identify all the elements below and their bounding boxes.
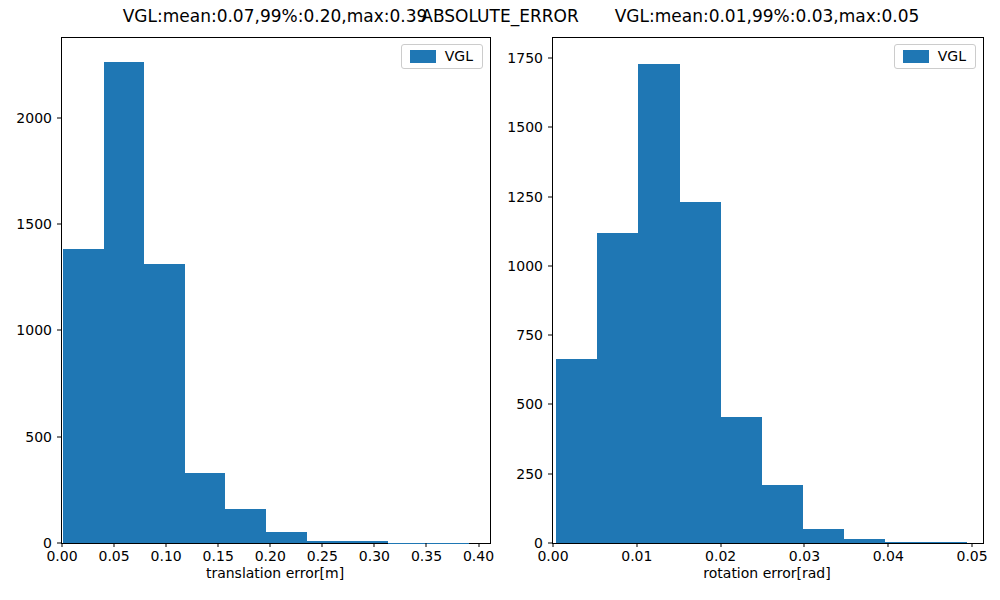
histogram-bar bbox=[63, 249, 104, 543]
figure-canvas: { "figure": { "suptitle": "ABSOLUTE_ERRO… bbox=[0, 0, 1000, 600]
histogram-bar bbox=[307, 541, 348, 543]
histogram-bar bbox=[266, 532, 307, 543]
x-tick-mark bbox=[478, 543, 479, 547]
x-tick-mark bbox=[270, 543, 271, 547]
y-tick-label: 1000 bbox=[2, 323, 52, 338]
legend: VGL bbox=[401, 44, 483, 69]
right-chart-title: VGL:mean:0.01,99%:0.03,max:0.05 bbox=[552, 6, 982, 28]
histogram-bar bbox=[638, 64, 679, 544]
y-tick-mark bbox=[548, 57, 552, 58]
x-tick-label: 0.05 bbox=[957, 549, 988, 564]
x-tick-label: 0.04 bbox=[873, 549, 904, 564]
histogram-bar bbox=[926, 542, 967, 543]
x-tick-mark bbox=[62, 543, 63, 547]
y-tick-mark bbox=[57, 330, 61, 331]
x-tick-label: 0.25 bbox=[307, 549, 338, 564]
y-tick-label: 500 bbox=[2, 429, 52, 444]
histogram-bar bbox=[104, 62, 145, 543]
y-tick-mark bbox=[548, 335, 552, 336]
x-tick-mark bbox=[374, 543, 375, 547]
x-tick-label: 0.01 bbox=[621, 549, 652, 564]
x-tick-label: 0.20 bbox=[255, 549, 286, 564]
x-tick-mark bbox=[166, 543, 167, 547]
y-tick-label: 1000 bbox=[493, 258, 543, 273]
x-tick-label: 0.15 bbox=[203, 549, 234, 564]
histogram-bar bbox=[762, 485, 803, 543]
y-tick-mark bbox=[57, 543, 61, 544]
x-tick-label: 0.30 bbox=[359, 549, 390, 564]
x-tick-label: 0.35 bbox=[411, 549, 442, 564]
y-tick-mark bbox=[57, 117, 61, 118]
x-tick-mark bbox=[888, 543, 889, 547]
y-tick-label: 250 bbox=[493, 466, 543, 481]
x-tick-label: 0.10 bbox=[151, 549, 182, 564]
x-tick-mark bbox=[804, 543, 805, 547]
x-tick-mark bbox=[218, 543, 219, 547]
legend-label: VGL bbox=[938, 49, 966, 64]
histogram-bar bbox=[556, 359, 597, 543]
y-tick-mark bbox=[548, 543, 552, 544]
x-tick-label: 0.40 bbox=[463, 549, 494, 564]
x-tick-mark bbox=[972, 543, 973, 547]
histogram-bar bbox=[844, 539, 885, 543]
histogram-bar bbox=[885, 542, 926, 543]
y-tick-mark bbox=[57, 436, 61, 437]
y-tick-label: 1500 bbox=[493, 120, 543, 135]
x-tick-mark bbox=[553, 543, 554, 547]
histogram-bar bbox=[803, 529, 844, 543]
x-tick-mark bbox=[720, 543, 721, 547]
y-tick-mark bbox=[548, 473, 552, 474]
histogram-bar bbox=[225, 509, 266, 543]
x-tick-mark bbox=[114, 543, 115, 547]
histogram-bar bbox=[347, 541, 388, 543]
legend-color-swatch bbox=[903, 50, 929, 63]
left-chart-title: VGL:mean:0.07,99%:0.20,max:0.39 bbox=[61, 6, 489, 28]
x-tick-label: 0.02 bbox=[705, 549, 736, 564]
x-tick-label: 0.00 bbox=[537, 549, 568, 564]
histogram-bar bbox=[185, 473, 226, 543]
y-tick-mark bbox=[548, 196, 552, 197]
histogram-bar bbox=[144, 264, 185, 543]
right-x-axis-label: rotation error[rad] bbox=[552, 565, 982, 583]
y-tick-mark bbox=[57, 224, 61, 225]
y-tick-mark bbox=[548, 265, 552, 266]
histogram-bar bbox=[680, 202, 721, 543]
x-tick-label: 0.05 bbox=[98, 549, 129, 564]
y-tick-label: 1500 bbox=[2, 217, 52, 232]
y-tick-label: 0 bbox=[493, 536, 543, 551]
left-histogram-plot-area: VGL 0.000.050.100.150.200.250.300.350.40… bbox=[61, 37, 491, 544]
legend-label: VGL bbox=[445, 49, 473, 64]
y-tick-label: 2000 bbox=[2, 110, 52, 125]
histogram-bar bbox=[721, 417, 762, 543]
y-tick-label: 1250 bbox=[493, 189, 543, 204]
x-tick-mark bbox=[636, 543, 637, 547]
y-tick-label: 0 bbox=[2, 536, 52, 551]
x-tick-label: 0.00 bbox=[46, 549, 77, 564]
y-tick-mark bbox=[548, 127, 552, 128]
right-histogram-plot-area: VGL 0.000.010.020.030.040.05025050075010… bbox=[552, 37, 984, 544]
x-tick-label: 0.03 bbox=[789, 549, 820, 564]
y-tick-label: 750 bbox=[493, 328, 543, 343]
y-tick-mark bbox=[548, 404, 552, 405]
x-tick-mark bbox=[426, 543, 427, 547]
x-tick-mark bbox=[322, 543, 323, 547]
left-x-axis-label: translation error[m] bbox=[61, 565, 489, 583]
legend-color-swatch bbox=[410, 50, 436, 63]
y-tick-label: 1750 bbox=[493, 50, 543, 65]
histogram-bar bbox=[597, 233, 638, 543]
y-tick-label: 500 bbox=[493, 397, 543, 412]
legend: VGL bbox=[894, 44, 976, 69]
